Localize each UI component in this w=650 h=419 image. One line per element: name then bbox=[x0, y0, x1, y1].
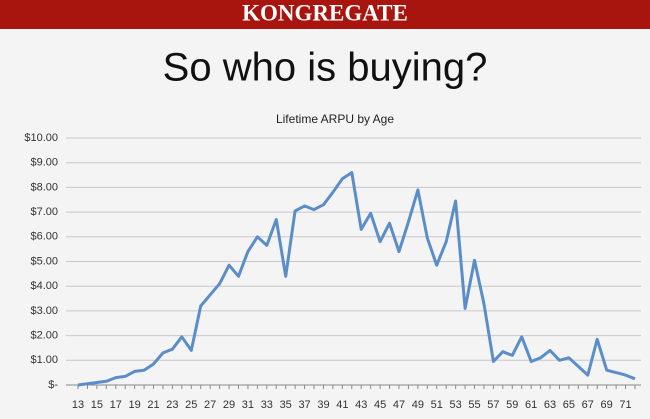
x-tick-label: 25 bbox=[185, 399, 197, 411]
x-tick-label: 37 bbox=[298, 399, 310, 411]
y-tick-label: $7.00 bbox=[30, 206, 58, 218]
y-tick-label: $2.00 bbox=[30, 330, 58, 342]
x-tick-label: 51 bbox=[431, 399, 443, 411]
line-series bbox=[77, 171, 636, 387]
brand: KONGREGATE bbox=[242, 0, 408, 25]
x-tick-label: 21 bbox=[147, 399, 159, 411]
x-tick-label: 53 bbox=[450, 399, 462, 411]
slide-title: So who is buying? bbox=[163, 46, 488, 90]
x-tick-label: 47 bbox=[393, 399, 405, 411]
chart-title: Lifetime ARPU by Age bbox=[276, 112, 394, 126]
y-tick-label: $3.00 bbox=[30, 305, 58, 317]
y-tick-label: $8.00 bbox=[30, 181, 58, 193]
y-tick-label: $9.00 bbox=[30, 157, 58, 169]
x-tick-label: 45 bbox=[374, 399, 386, 411]
x-tick-label: 57 bbox=[487, 399, 499, 411]
x-tick-label: 65 bbox=[563, 399, 575, 411]
x-tick-label: 41 bbox=[336, 399, 348, 411]
x-tick-label: 33 bbox=[261, 399, 273, 411]
x-tick-label: 59 bbox=[506, 399, 518, 411]
y-tick-label: $4.00 bbox=[30, 280, 58, 292]
y-tick-label: $6.00 bbox=[30, 231, 58, 243]
y-tick-label: $5.00 bbox=[30, 255, 58, 267]
x-tick-label: 27 bbox=[204, 399, 216, 411]
y-tick-label: $- bbox=[48, 379, 58, 391]
x-tick-label: 35 bbox=[280, 399, 292, 411]
x-tick-label: 31 bbox=[242, 399, 254, 411]
x-tick-label: 43 bbox=[355, 399, 367, 411]
x-tick-label: 13 bbox=[72, 399, 84, 411]
x-tick-label: 15 bbox=[91, 399, 103, 411]
x-tick-label: 19 bbox=[129, 399, 141, 411]
x-tick-label: 67 bbox=[582, 399, 594, 411]
x-tick-label: 63 bbox=[544, 399, 556, 411]
banner bbox=[0, 0, 650, 29]
x-tick-label: 71 bbox=[619, 399, 631, 411]
y-tick-label: $10.00 bbox=[24, 132, 58, 144]
x-tick-label: 69 bbox=[601, 399, 613, 411]
x-tick-label: 17 bbox=[110, 399, 122, 411]
x-tick-label: 29 bbox=[223, 399, 235, 411]
x-tick-label: 23 bbox=[166, 399, 178, 411]
x-tick-label: 39 bbox=[317, 399, 329, 411]
x-tick-label: 61 bbox=[525, 399, 537, 411]
y-tick-label: $1.00 bbox=[30, 354, 58, 366]
x-tick-label: 49 bbox=[412, 399, 424, 411]
x-tick-label: 55 bbox=[468, 399, 480, 411]
